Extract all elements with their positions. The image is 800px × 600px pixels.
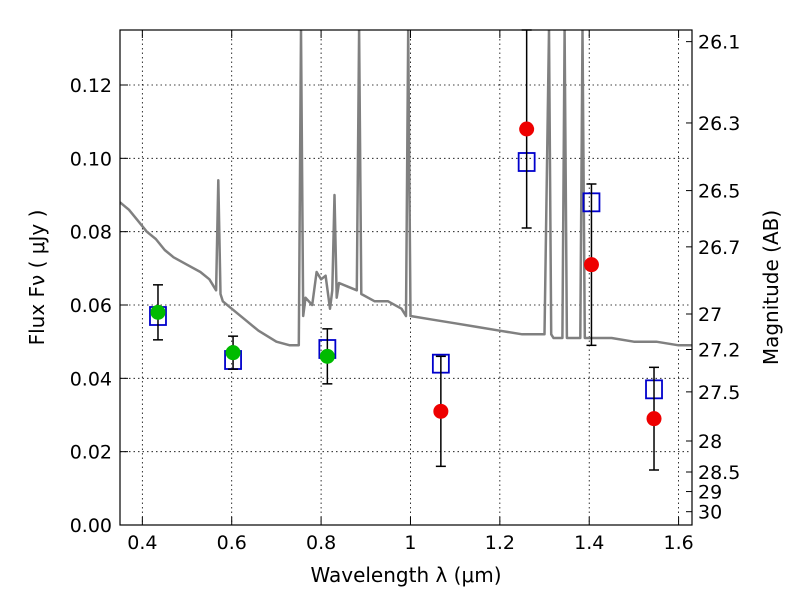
y-tick-label: 0.08 <box>70 222 112 244</box>
y-tick-label: 0.12 <box>70 75 112 97</box>
red-point <box>433 403 449 419</box>
x-tick-label: 0.6 <box>217 532 247 554</box>
red-point <box>646 411 662 427</box>
y-axis-label: Flux Fν ( μJy ) <box>25 210 49 346</box>
x-axis-label: Wavelength λ (μm) <box>310 563 501 587</box>
x-tick-label: 1.6 <box>663 532 693 554</box>
green-point <box>319 348 335 364</box>
x-tick-label: 0.8 <box>306 532 336 554</box>
magnitude-tick-label: 28 <box>698 431 722 453</box>
x-tick-label: 1.4 <box>574 532 604 554</box>
axis-ticks: 0.4 0.6 0.8 1 1.2 1.4 1.6 0.00 0.02 0.04 0.06 0.08 0… <box>70 30 740 554</box>
magnitude-tick-label: 27.2 <box>698 340 740 362</box>
y-tick-label: 0.04 <box>70 368 112 390</box>
y-tick-label: 0.00 <box>70 515 112 537</box>
x-tick-label: 1 <box>404 532 416 554</box>
model-sed-line <box>120 30 692 347</box>
red-point <box>583 257 599 273</box>
x-tick-label: 0.4 <box>127 532 157 554</box>
y-tick-label: 0.10 <box>70 148 112 170</box>
plot-frame <box>119 29 693 526</box>
magnitude-tick-label: 27 <box>698 304 722 326</box>
magnitude-tick-label: 26.1 <box>698 32 740 54</box>
magnitude-tick-label: 27.5 <box>698 382 740 404</box>
y-tick-label: 0.02 <box>70 442 112 464</box>
magnitude-tick-label: 26.5 <box>698 181 740 203</box>
red-point <box>519 121 535 137</box>
x-tick-label: 1.2 <box>485 532 515 554</box>
magnitude-tick-label: 29 <box>698 482 722 504</box>
y-tick-label: 0.06 <box>70 295 112 317</box>
right-axis-label: Magnitude (AB) <box>759 210 783 365</box>
grid <box>120 30 692 526</box>
magnitude-tick-label: 26.3 <box>698 113 740 135</box>
green-point <box>225 345 241 361</box>
data-points <box>149 29 663 471</box>
magnitude-tick-label: 28.5 <box>698 462 740 484</box>
magnitude-tick-label: 30 <box>698 502 722 524</box>
magnitude-tick-label: 26.7 <box>698 237 740 259</box>
green-point <box>150 304 166 320</box>
model-sed <box>120 30 692 347</box>
